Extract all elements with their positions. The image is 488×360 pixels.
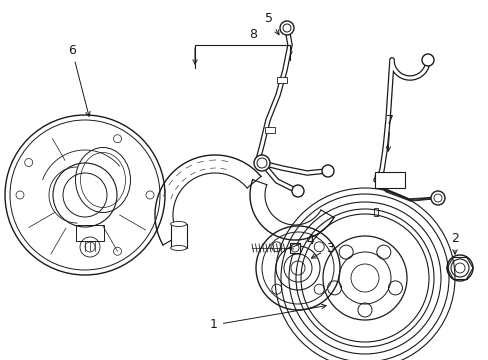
Text: 6: 6: [68, 44, 90, 116]
Text: 5: 5: [264, 12, 279, 35]
Bar: [374, 172, 404, 188]
Circle shape: [283, 24, 290, 32]
Bar: [76, 225, 104, 241]
Circle shape: [257, 158, 266, 168]
Circle shape: [280, 21, 293, 35]
Text: 2: 2: [450, 231, 458, 254]
Bar: [289, 243, 299, 253]
Bar: [170, 224, 186, 248]
Text: 7: 7: [385, 113, 393, 151]
Circle shape: [321, 165, 333, 177]
Circle shape: [433, 194, 441, 202]
Bar: [276, 77, 286, 83]
Circle shape: [421, 54, 433, 66]
Text: 1: 1: [210, 304, 325, 332]
Circle shape: [253, 155, 269, 171]
Ellipse shape: [170, 221, 186, 226]
Text: 8: 8: [248, 28, 257, 41]
Circle shape: [430, 191, 444, 205]
Bar: [373, 208, 377, 216]
Circle shape: [291, 185, 304, 197]
Ellipse shape: [170, 246, 186, 251]
Text: 4: 4: [288, 234, 313, 249]
Text: 3: 3: [311, 242, 333, 258]
Bar: [264, 127, 274, 133]
